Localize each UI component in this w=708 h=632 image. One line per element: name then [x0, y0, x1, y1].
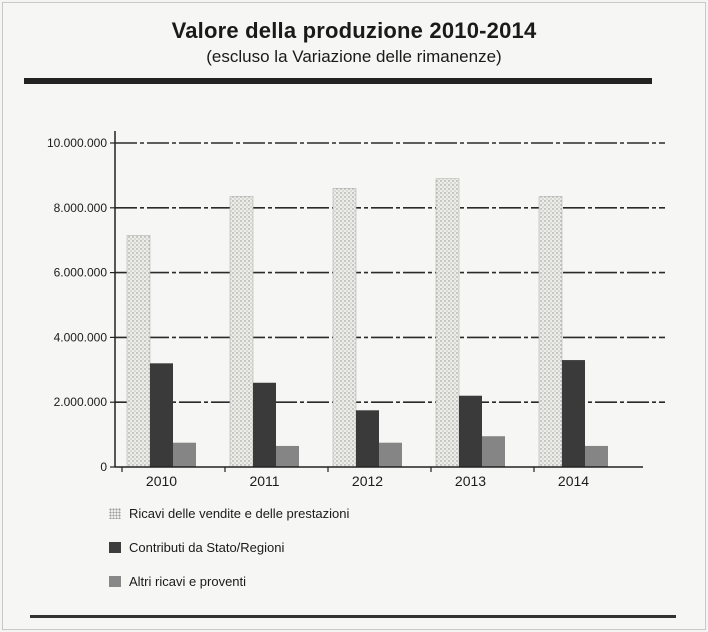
bar-ricavi — [229, 196, 254, 468]
legend-label-altri: Altri ricavi e proventi — [129, 573, 247, 589]
bar-altri — [482, 436, 505, 467]
bar-altri — [379, 442, 402, 467]
bar-altri — [276, 445, 299, 467]
bar-contributi — [459, 395, 482, 467]
chart-title: Valore della produzione 2010-2014 — [171, 18, 537, 43]
chart-subtitle: (escluso la Variazione delle rimanenze) — [206, 47, 502, 66]
bar-altri — [173, 442, 196, 467]
y-tick-label: 6.000.000 — [54, 266, 108, 280]
y-tick-label: 0 — [100, 460, 107, 474]
x-tick-label: 2014 — [558, 473, 589, 489]
x-tick-label: 2013 — [455, 473, 486, 489]
bar-contributi — [356, 410, 379, 467]
y-tick-label: 4.000.000 — [54, 330, 108, 344]
legend-label-contributi: Contributi da Stato/Regioni — [129, 539, 285, 555]
bar-ricavi — [538, 196, 563, 468]
bar-contributi — [253, 382, 276, 467]
x-tick-label: 2011 — [249, 473, 279, 489]
x-tick-label: 2010 — [146, 473, 177, 489]
bar-ricavi — [435, 178, 460, 468]
legend-item-altri: Altri ricavi e proventi — [109, 573, 349, 589]
legend-swatch-ricavi — [109, 507, 121, 519]
x-tick-label: 2012 — [352, 473, 383, 489]
y-tick-label: 2.000.000 — [54, 395, 108, 409]
bottom-rule — [30, 615, 676, 618]
legend-item-contributi: Contributi da Stato/Regioni — [109, 539, 349, 555]
legend-swatch-contributi — [109, 541, 121, 553]
y-tick-label: 10.000.000 — [47, 136, 107, 150]
legend-item-ricavi: Ricavi delle vendite e delle prestazioni — [109, 505, 350, 521]
legend-label-ricavi: Ricavi delle vendite e delle prestazioni — [129, 505, 350, 521]
bar-contributi — [562, 360, 585, 467]
legend-swatch-altri — [109, 575, 121, 587]
bar-contributi — [150, 363, 173, 467]
title-rule — [24, 78, 652, 84]
bar-ricavi — [332, 188, 357, 468]
y-tick-label: 8.000.000 — [54, 201, 108, 215]
legend: Ricavi delle vendite e delle prestazioni… — [109, 506, 349, 608]
bar-ricavi — [126, 235, 151, 468]
bar-altri — [585, 445, 608, 467]
